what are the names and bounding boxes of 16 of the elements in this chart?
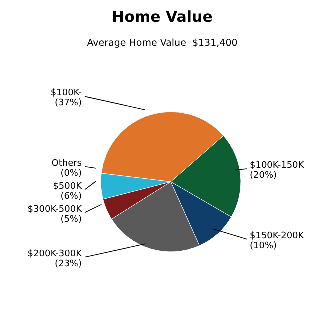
data-label: (5%) — [60, 214, 82, 225]
legend-label: Others — [52, 158, 82, 169]
data-label: (20%) — [250, 170, 278, 181]
data-label: (37%) — [54, 98, 82, 109]
data-label: (23%) — [54, 259, 82, 270]
slice-label: $100K- — [50, 88, 82, 99]
slice-label: $100K-150K — [250, 160, 306, 171]
data-label: (6%) — [60, 192, 82, 202]
slice-label: $150K-200K — [250, 231, 306, 242]
data-label: (10%) — [250, 241, 278, 252]
slice-label: $200K-300K — [28, 249, 84, 260]
slice-label: $300K-500K — [28, 204, 84, 215]
text: (0%) — [60, 168, 82, 179]
slice-label: $500K — [53, 182, 84, 192]
chart-subtitle: Average Home Value $131,400 — [86, 38, 239, 49]
chart-title: Home Value — [111, 8, 214, 26]
